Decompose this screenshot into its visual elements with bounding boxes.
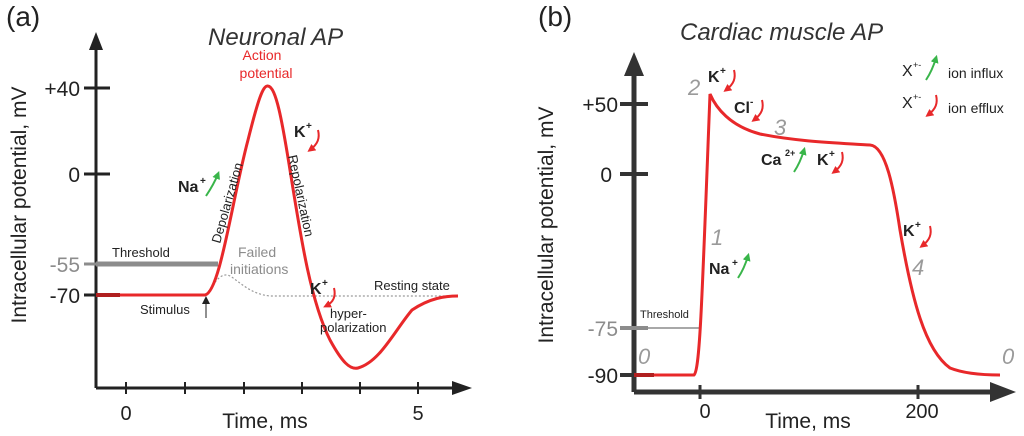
panel-a-ytick-0: 0	[68, 164, 80, 187]
efflux-arrow-icon	[925, 94, 938, 117]
efflux-arrow-icon	[831, 151, 844, 174]
panel-b-phase-1: 1	[711, 225, 723, 250]
panel-b-k-ion-repol: K +	[903, 220, 932, 248]
svg-text:K: K	[294, 124, 306, 141]
panel-b-xtick-200: 200	[905, 401, 938, 423]
svg-text:Ca: Ca	[761, 152, 782, 169]
panel-a-k-ion-top: K +	[294, 121, 320, 152]
panel-b-title: Cardiac muscle AP	[680, 19, 883, 46]
svg-text:+-: +-	[913, 92, 921, 102]
svg-text:Cl: Cl	[734, 100, 750, 117]
panel-a-hyper-label-1: hyper-	[330, 306, 367, 321]
panel-a-failed-initiations-curve	[207, 274, 455, 297]
efflux-arrow-icon	[919, 225, 932, 248]
svg-text:ion influx: ion influx	[948, 65, 1003, 81]
efflux-arrow-icon	[751, 99, 764, 122]
panel-a-failed-label-2: initiations	[230, 261, 288, 277]
panel-b-xlabel: Time, ms	[765, 410, 851, 433]
panel-b-ytick-90: -90	[588, 365, 618, 388]
panel-b-ap-curve	[634, 93, 1001, 377]
panel-b-label: (b)	[538, 1, 572, 32]
panel-b-y-axis-arrow	[624, 52, 644, 76]
svg-text:K: K	[903, 223, 915, 240]
panel-a-na-ion: Na +	[178, 171, 220, 197]
svg-text:Na: Na	[178, 179, 199, 196]
legend-efflux: X +- ion efflux	[902, 92, 1004, 117]
panel-a: (a) Neuronal AP +40 0 -55 -70 0 5 Time, …	[6, 1, 472, 433]
svg-text:ion efflux: ion efflux	[948, 100, 1004, 116]
legend-influx: X +- ion influx	[902, 54, 1003, 81]
efflux-arrow-icon	[307, 129, 320, 152]
panel-a-title: Neuronal AP	[208, 24, 343, 51]
panel-a-ap-label-2: potential	[240, 65, 293, 81]
panel-b-k-ion-top: K +	[708, 66, 736, 92]
svg-text:Na: Na	[709, 261, 730, 278]
panel-a-resting-state: Resting state	[374, 278, 450, 293]
panel-a-stimulus-label: Stimulus	[140, 302, 190, 317]
panel-b-ca-ion: Ca 2+	[761, 146, 807, 173]
panel-a-ytick-70: -70	[50, 285, 80, 308]
svg-text:X: X	[902, 95, 913, 112]
panel-b-ytick-50: +50	[582, 94, 618, 117]
panel-a-xtick-5: 5	[412, 403, 423, 425]
panel-a-xtick-0: 0	[120, 403, 131, 425]
panel-a-x-minor-ticks	[125, 382, 419, 394]
panel-b-threshold-label: Threshold	[640, 309, 689, 321]
panel-b-xtick-0: 0	[699, 401, 710, 423]
influx-arrow-icon	[737, 252, 751, 279]
svg-text:+-: +-	[913, 60, 921, 70]
panel-a-ytick-40: +40	[44, 78, 80, 101]
panel-a-stimulus-arrow-head	[202, 296, 210, 304]
panel-a-y-axis-arrow	[89, 32, 103, 50]
svg-text:+: +	[915, 220, 921, 231]
panel-b-phase-0-right: 0	[1002, 344, 1015, 369]
influx-arrow-icon	[925, 54, 939, 81]
svg-text:+: +	[200, 176, 206, 187]
panel-b-cl-ion: Cl -	[734, 97, 764, 122]
efflux-arrow-icon	[723, 69, 736, 92]
influx-arrow-icon	[793, 146, 807, 173]
svg-text:-: -	[750, 97, 753, 108]
svg-text:X: X	[902, 63, 913, 80]
panel-b-x-axis-arrow	[990, 382, 1016, 402]
svg-text:+: +	[720, 66, 726, 77]
panel-a-x-axis-arrow	[452, 381, 472, 395]
panel-b-ylabel: Intracellular potential, mV	[535, 107, 558, 344]
influx-arrow-icon	[205, 171, 220, 197]
svg-text:2+: 2+	[785, 148, 795, 158]
svg-text:+: +	[732, 258, 738, 269]
panel-a-ylabel: Intracellular potential, mV	[8, 87, 31, 324]
panel-b-legend: X +- ion influx X +- ion efflux	[902, 54, 1004, 117]
svg-text:+: +	[322, 278, 328, 289]
panel-b: (b) Cardiac muscle AP 0 200 Time, ms Int…	[535, 1, 1016, 433]
svg-text:K: K	[817, 152, 829, 169]
panel-a-ap-label-1: Action	[243, 47, 282, 63]
panel-a-label: (a)	[6, 1, 40, 32]
panel-a-threshold-label: Threshold	[112, 245, 170, 260]
svg-text:K: K	[310, 281, 322, 298]
panel-b-k-ion-plateau: K +	[817, 149, 844, 174]
panel-a-failed-label-1: Failed	[238, 244, 276, 260]
panel-b-phase-3: 3	[774, 115, 787, 140]
panel-b-phase-0-left: 0	[638, 344, 651, 369]
svg-text:+: +	[306, 121, 312, 132]
panel-a-xlabel: Time, ms	[222, 410, 308, 433]
svg-text:+: +	[829, 149, 835, 160]
efflux-arrow-icon	[323, 287, 336, 308]
panel-b-ytick-0: 0	[600, 164, 612, 187]
panel-a-hyper-label-2: polarization	[320, 320, 387, 335]
svg-text:K: K	[708, 69, 720, 86]
panel-a-k-ion-bottom: K +	[310, 278, 336, 308]
panel-a-ap-curve	[96, 84, 459, 370]
panel-a-ytick-55: -55	[50, 254, 80, 277]
panel-b-na-ion: Na +	[709, 252, 751, 279]
panel-b-phase-2: 2	[687, 75, 700, 100]
panel-a-repolarization: Repolarization	[285, 154, 317, 238]
panel-b-phase-4: 4	[912, 255, 924, 280]
panel-b-ytick-75: -75	[588, 318, 618, 341]
